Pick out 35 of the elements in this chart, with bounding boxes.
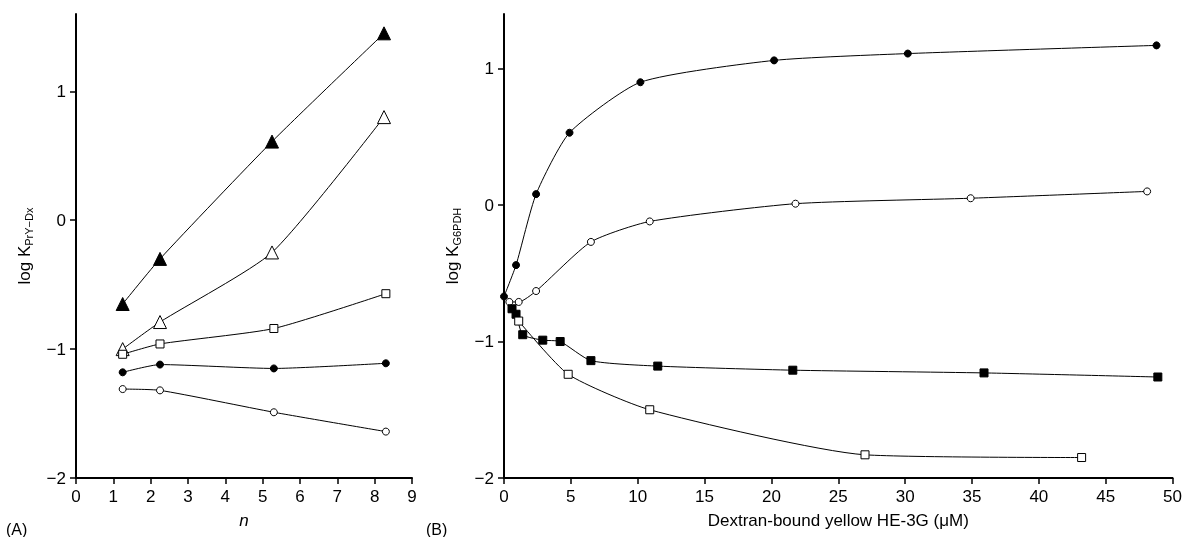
x-tick-label: 35 (962, 487, 982, 506)
x-tick-label: 6 (295, 487, 305, 506)
x-tick-label: 7 (332, 487, 343, 506)
x-tick-label: 15 (695, 487, 715, 506)
x-tick-label: 5 (257, 487, 268, 506)
x-tick-label: 45 (1096, 487, 1116, 506)
x-tick-label: 0 (499, 487, 509, 506)
y-tick-label: −1 (474, 332, 494, 352)
x-axis-title: Dextran-bound yellow HE-3G (μM) (707, 511, 969, 530)
x-tick-label: 0 (71, 487, 81, 506)
y-tick-label: 1 (56, 81, 66, 101)
text: (A) (6, 520, 28, 537)
y-tick-label: 0 (484, 195, 494, 215)
y-tick-label: 1 (484, 59, 494, 79)
y-axis-title: log KG6PDH (443, 207, 463, 285)
x-tick-label: 30 (895, 487, 915, 506)
y-tick-label: 0 (56, 210, 66, 230)
y-axis-title: log KPrY−Dx (15, 207, 35, 285)
y-tick-label: −1 (46, 339, 66, 359)
x-tick-label: 50 (1163, 487, 1183, 506)
x-tick-label: 2 (145, 487, 156, 506)
x-tick-label: 40 (1029, 487, 1049, 506)
x-tick-label: 4 (220, 487, 231, 506)
x-tick-label: 1 (108, 487, 119, 506)
x-tick-label: 10 (628, 487, 648, 506)
y-tick-label: −2 (474, 468, 494, 488)
x-tick-label: 5 (566, 487, 576, 506)
x-axis-title: n (239, 511, 249, 530)
x-tick-label: 25 (828, 487, 848, 506)
x-tick-label: 9 (407, 487, 417, 506)
x-tick-label: 20 (761, 487, 781, 506)
x-tick-label: 3 (183, 487, 193, 506)
text: (B) (426, 520, 448, 537)
y-tick-label: −2 (46, 468, 66, 488)
x-tick-label: 8 (369, 487, 380, 506)
